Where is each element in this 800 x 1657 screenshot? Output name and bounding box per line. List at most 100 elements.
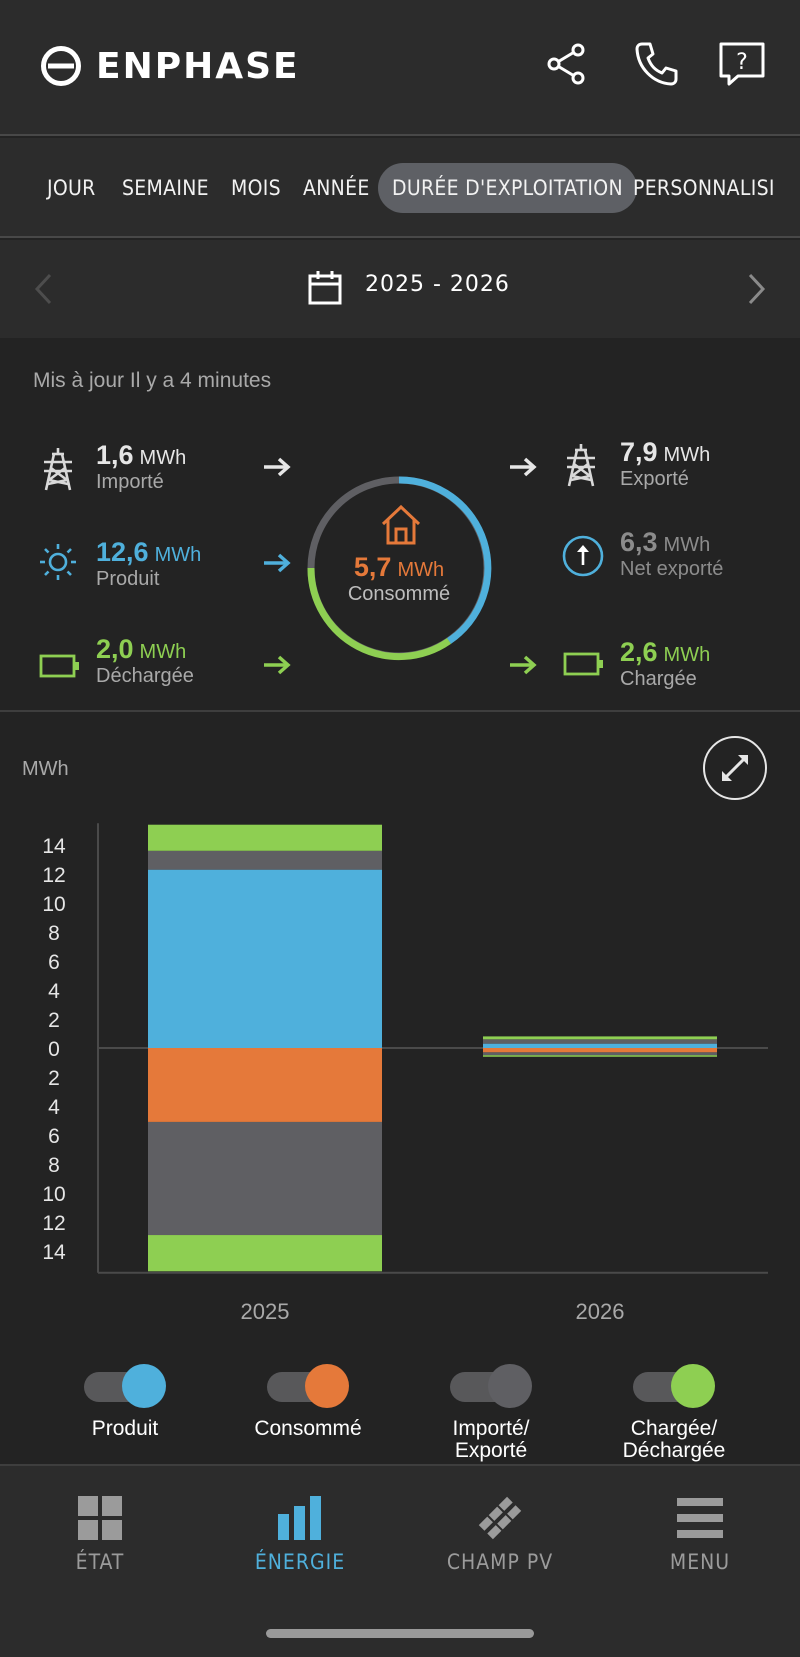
consumption-ring — [307, 476, 492, 661]
expand-icon[interactable] — [702, 735, 768, 801]
charged-unit: MWh — [663, 644, 711, 666]
y-tick-label: 10 — [42, 1183, 65, 1206]
nav-label: ÉNERGIE — [254, 1550, 346, 1574]
chart-unit-label: MWh — [22, 758, 69, 780]
imported-value: 1,6 — [96, 440, 134, 470]
enphase-logo-icon — [41, 46, 81, 86]
nav-energie[interactable]: ÉNERGIE — [200, 1466, 400, 1611]
net-exported-value: 6,3 — [620, 527, 658, 557]
tab-annee[interactable]: ANNÉE — [303, 176, 370, 200]
legend-label: Consommé — [254, 1417, 362, 1440]
tab-semaine[interactable]: SEMAINE — [122, 176, 209, 200]
bar-chart-icon — [278, 1496, 321, 1540]
tab-jour[interactable]: JOUR — [47, 176, 96, 200]
produced-value: 12,6 — [96, 537, 149, 567]
energy-bar-chart: 14 12 10 8 6 4 2 0 2 4 6 8 10 12 14 2025 2026 — [42, 823, 768, 1324]
arrow-right-icon — [264, 457, 291, 477]
consumed-label: Consommé — [347, 583, 451, 605]
y-tick-label: 12 — [42, 864, 65, 887]
tab-personnalise[interactable]: PERSONNALISI — [633, 176, 775, 200]
consumed-toggle[interactable] — [267, 1364, 349, 1408]
exported-label: Exporté — [620, 468, 689, 490]
y-tick-label: 6 — [48, 1125, 60, 1148]
produced-unit: MWh — [154, 544, 202, 566]
chevron-left-icon[interactable] — [32, 272, 56, 306]
bar-segment — [483, 1048, 717, 1053]
bar-segment — [483, 1055, 717, 1057]
app-header: ENPHASE ? — [0, 0, 800, 136]
arrow-right-icon — [510, 655, 537, 675]
nav-label: CHAMP PV — [446, 1550, 554, 1574]
produced-toggle[interactable] — [84, 1364, 166, 1408]
imported-unit: MWh — [139, 447, 187, 469]
net-exported-label: Net exporté — [620, 558, 724, 580]
phone-icon[interactable] — [632, 40, 680, 88]
legend-consumed[interactable]: Consommé — [238, 1364, 378, 1440]
legend-charged-discharged[interactable]: Chargée/ Déchargée — [604, 1364, 744, 1462]
battery-icon — [563, 652, 603, 676]
share-icon[interactable] — [542, 40, 590, 88]
stat-exported: 7,9 MWh Exporté — [620, 437, 710, 491]
y-tick-label: 4 — [48, 1096, 60, 1119]
bar-segment — [148, 1048, 382, 1122]
y-tick-label: 14 — [42, 1241, 66, 1264]
consumed-value: 5,7 — [353, 552, 392, 582]
nav-label: MENU — [669, 1550, 731, 1574]
solar-panel-icon — [478, 1496, 522, 1540]
y-tick-label: 2 — [48, 1009, 60, 1032]
exported-unit: MWh — [663, 444, 711, 466]
y-tick-label: 8 — [48, 922, 60, 945]
net-exported-unit: MWh — [663, 534, 711, 556]
arrow-right-icon — [264, 655, 291, 675]
charged-value: 2,6 — [620, 637, 658, 667]
calendar-icon[interactable] — [307, 270, 343, 306]
charged-label: Chargée — [620, 668, 697, 690]
produced-label: Produit — [96, 568, 160, 590]
help-icon[interactable]: ? — [718, 40, 766, 88]
legend-imported-exported[interactable]: Importé/ Exporté — [421, 1364, 561, 1462]
legend-produced[interactable]: Produit — [55, 1364, 195, 1440]
discharged-unit: MWh — [139, 641, 187, 663]
stat-net-exported: 6,3 MWh Net exporté — [620, 527, 723, 581]
tab-duree-exploitation[interactable]: DURÉE D'EXPLOITATION — [378, 163, 637, 213]
stat-discharged: 2,0 MWh Déchargée — [96, 634, 194, 688]
bar-segment — [148, 1235, 382, 1272]
bar-segment — [148, 850, 382, 870]
date-navigator: 2025 - 2026 — [0, 240, 800, 338]
x-tick-label: 2025 — [241, 1299, 290, 1324]
imported-exported-toggle[interactable] — [450, 1364, 532, 1408]
sun-icon — [40, 544, 76, 580]
bar-segment — [483, 1043, 717, 1048]
energy-summary: Mis à jour Il y a 4 minutes 1,6 MWh Impor… — [0, 338, 800, 712]
stat-imported: 1,6 MWh Importé — [96, 440, 186, 494]
home-indicator-area — [0, 1609, 800, 1657]
chevron-right-icon[interactable] — [744, 272, 768, 306]
menu-icon — [677, 1498, 723, 1538]
legend-label: Chargée/ Déchargée — [622, 1417, 726, 1462]
nav-etat[interactable]: ÉTAT — [0, 1466, 200, 1611]
arrow-up-circle-icon — [562, 535, 604, 577]
nav-menu[interactable]: MENU — [600, 1466, 800, 1611]
y-tick-label: 0 — [48, 1038, 60, 1061]
bar-segment — [483, 1052, 717, 1056]
charged-discharged-toggle[interactable] — [633, 1364, 715, 1408]
enphase-logo: ENPHASE — [40, 44, 300, 88]
x-tick-label: 2026 — [576, 1299, 625, 1324]
imported-label: Importé — [96, 471, 164, 493]
nav-champ-pv[interactable]: CHAMP PV — [400, 1466, 600, 1611]
bar-segment — [148, 1121, 382, 1236]
date-range[interactable]: 2025 - 2026 — [365, 272, 510, 297]
discharged-value: 2,0 — [96, 634, 134, 664]
y-tick-label: 12 — [42, 1212, 65, 1235]
y-tick-label: 6 — [48, 951, 60, 974]
stat-produced: 12,6 MWh Produit — [96, 537, 201, 591]
home-indicator[interactable] — [266, 1629, 534, 1638]
house-icon — [381, 504, 421, 545]
bar-segment — [483, 1036, 717, 1040]
bottom-navigation: ÉTAT ÉNERGIE CHAMP PV MENU — [0, 1464, 800, 1609]
y-tick-label: 8 — [48, 1154, 60, 1177]
stat-consumed: 5,7 MWh Consommé — [303, 552, 495, 606]
svg-text:?: ? — [736, 50, 748, 75]
tab-mois[interactable]: MOIS — [231, 176, 281, 200]
bar-segment — [483, 1039, 717, 1044]
